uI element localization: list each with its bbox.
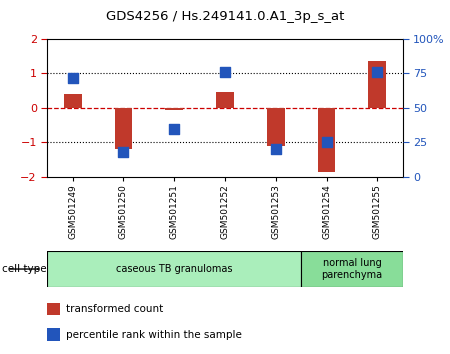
Point: [69, 75, 76, 80]
Bar: [216, 92, 234, 108]
Bar: [301, 251, 403, 287]
Bar: [47, 303, 60, 315]
Text: normal lung
parenchyma: normal lung parenchyma: [321, 258, 382, 280]
Point: [374, 69, 381, 75]
Bar: [115, 108, 132, 149]
Bar: [165, 108, 183, 110]
Point: [120, 149, 127, 155]
Text: transformed count: transformed count: [66, 304, 163, 314]
Point: [171, 126, 178, 132]
Text: percentile rank within the sample: percentile rank within the sample: [66, 330, 242, 339]
Bar: [369, 61, 386, 108]
Point: [323, 140, 330, 145]
Bar: [47, 329, 60, 341]
Text: cell type: cell type: [2, 264, 47, 274]
Text: caseous TB granulomas: caseous TB granulomas: [116, 264, 233, 274]
Bar: [64, 94, 81, 108]
Text: GDS4256 / Hs.249141.0.A1_3p_s_at: GDS4256 / Hs.249141.0.A1_3p_s_at: [106, 10, 344, 23]
Bar: [318, 108, 335, 172]
Point: [272, 147, 279, 152]
Bar: [47, 251, 301, 287]
Bar: [267, 108, 285, 146]
Point: [221, 69, 229, 75]
